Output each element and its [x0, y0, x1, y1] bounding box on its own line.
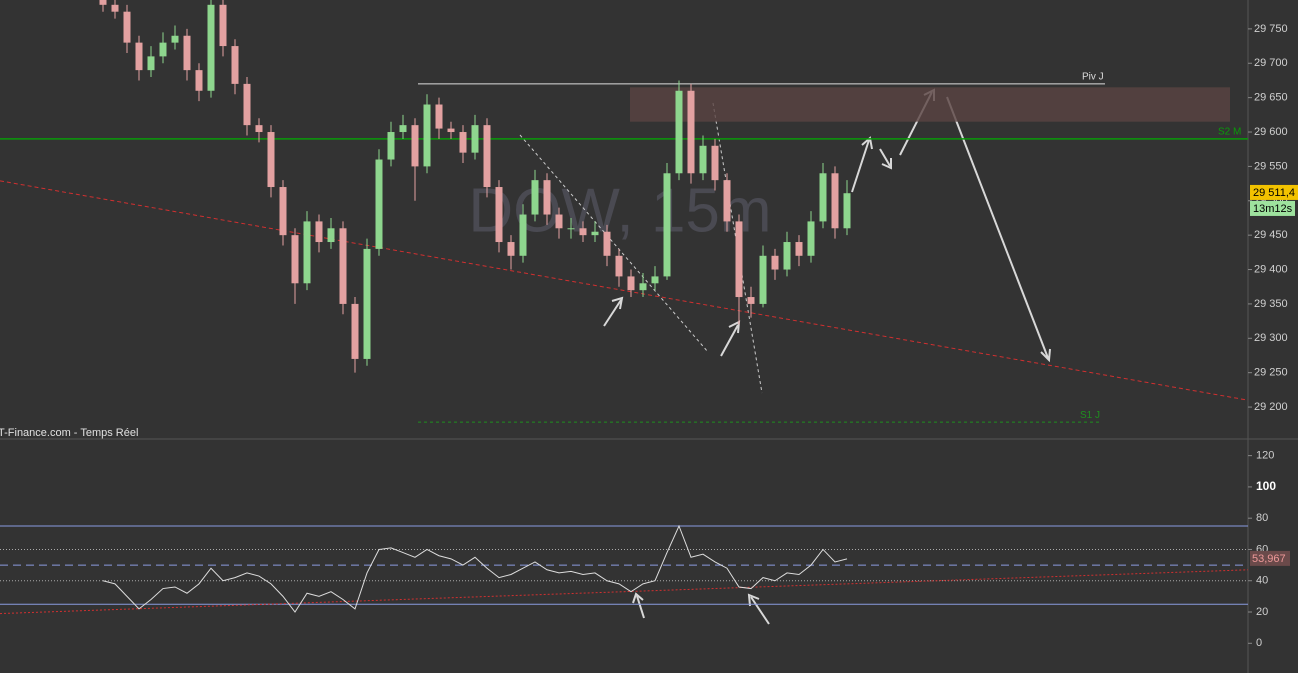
candle-body — [147, 56, 155, 71]
candle-body — [159, 42, 167, 57]
candle-body — [219, 4, 227, 47]
candle-body — [507, 242, 515, 256]
candle-body — [495, 187, 503, 243]
y-tick-label: 29 600 — [1254, 126, 1288, 138]
candle-body — [603, 231, 611, 256]
candle-body — [315, 221, 323, 243]
candle-body — [651, 276, 659, 284]
last-price-label: 29 511,4 — [1253, 187, 1295, 199]
candle-body — [183, 35, 191, 71]
y-tick-label: 29 450 — [1254, 229, 1288, 241]
candle-body — [483, 125, 491, 188]
trendline — [0, 180, 1249, 401]
candle-body — [723, 180, 731, 222]
y-tick-label: 29 550 — [1254, 160, 1288, 172]
candle-body — [423, 104, 431, 167]
candle-body — [471, 125, 479, 153]
y-tick-label: 29 250 — [1254, 367, 1288, 379]
candle-body — [387, 132, 395, 160]
candle-body — [339, 228, 347, 304]
candle-body — [591, 231, 599, 236]
candle-body — [99, 0, 107, 5]
arrows — [603, 88, 1051, 625]
y-tick-label: 29 400 — [1254, 263, 1288, 275]
candle-body — [579, 228, 587, 236]
rsi-value-label: 53,967 — [1252, 553, 1286, 565]
candle-body — [663, 173, 671, 277]
candle-body — [303, 221, 311, 284]
candle-body — [447, 128, 455, 133]
level-label: S1 J — [1080, 410, 1100, 421]
last-price-box — [1250, 184, 1298, 200]
candle-body — [675, 90, 683, 174]
candle-body — [567, 228, 575, 230]
candle-body — [171, 35, 179, 43]
candle-body — [771, 255, 779, 270]
candle-body — [759, 255, 767, 304]
level-label: Piv J — [1082, 72, 1104, 83]
candle-body — [639, 283, 647, 291]
source: T-Finance.com - Temps Réel — [0, 427, 138, 439]
zone — [630, 87, 1230, 122]
candle-body — [699, 145, 707, 174]
candle-body — [195, 70, 203, 91]
candle-body — [747, 297, 755, 304]
rsi-trendline — [0, 569, 1249, 615]
candle-body — [519, 214, 527, 256]
candle-body — [687, 90, 695, 174]
candle-body — [363, 248, 371, 359]
y-tick-label: 0 — [1256, 637, 1262, 649]
candle-body — [123, 11, 131, 43]
level-label: S2 M — [1218, 127, 1241, 138]
rsi-line — [102, 524, 848, 613]
candle-body — [555, 214, 563, 229]
watermark: DOW, 15m — [468, 176, 771, 245]
candle-body — [831, 173, 839, 229]
y-tick-label: 29 700 — [1254, 57, 1288, 69]
y-tick-label: 29 350 — [1254, 298, 1288, 310]
candle-body — [111, 4, 119, 12]
candle-body — [267, 132, 275, 188]
channel-lines — [519, 102, 763, 394]
y-tick-label: 20 — [1256, 606, 1268, 618]
candle-body — [459, 132, 467, 153]
y-tick-label: 120 — [1256, 450, 1274, 462]
candle-body — [207, 4, 215, 91]
candle-body — [411, 125, 419, 167]
candle-body — [327, 228, 335, 243]
timer: 13m12s — [1253, 203, 1293, 215]
y-tick-label: 29 300 — [1254, 332, 1288, 344]
candle-body — [375, 159, 383, 249]
y-tick-label: 29 650 — [1254, 92, 1288, 104]
y-tick-label: 100 — [1256, 479, 1276, 493]
candle-body — [783, 242, 791, 270]
y-tick-label: 80 — [1256, 512, 1268, 524]
candle-body — [243, 83, 251, 126]
rsi-value-box — [1250, 550, 1290, 566]
candle-body — [843, 193, 851, 229]
candle-body — [615, 255, 623, 277]
candle-body — [291, 235, 299, 284]
candle-body — [279, 187, 287, 236]
y-tick-label: 40 — [1256, 575, 1268, 587]
candle-body — [531, 180, 539, 215]
timer-box — [1250, 200, 1295, 216]
candle-body — [435, 104, 443, 129]
candle-body — [819, 173, 827, 222]
candle-body — [231, 46, 239, 84]
y-tick-label: 29 200 — [1254, 401, 1288, 413]
candle-body — [795, 242, 803, 256]
candle-body — [351, 303, 359, 359]
candle-body — [543, 180, 551, 215]
candle-body — [711, 145, 719, 181]
candle-body — [807, 221, 815, 256]
candle-body — [399, 125, 407, 133]
y-tick-label: 29 750 — [1254, 23, 1288, 35]
candle-body — [135, 42, 143, 71]
candle-body — [735, 221, 743, 298]
candle-body — [255, 125, 263, 133]
candle-body — [627, 276, 635, 291]
